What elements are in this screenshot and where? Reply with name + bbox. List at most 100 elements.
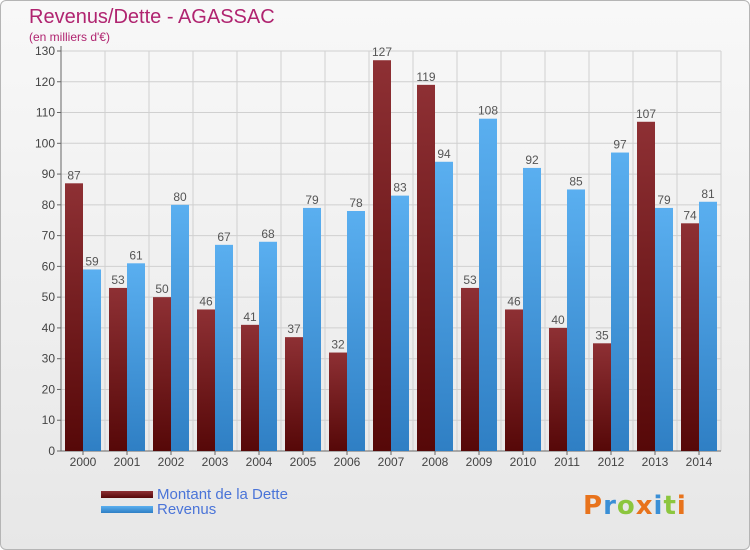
bar-dette bbox=[637, 121, 655, 452]
x-tick-label: 2008 bbox=[422, 455, 449, 469]
x-tick-label: 2014 bbox=[686, 455, 713, 469]
bar-dette bbox=[241, 324, 259, 451]
x-tick-label: 2005 bbox=[290, 455, 317, 469]
x-tick-label: 2000 bbox=[70, 455, 97, 469]
y-tick-label: 60 bbox=[42, 259, 56, 273]
y-tick-label: 50 bbox=[42, 290, 56, 304]
chart-subtitle: (en milliers d'€) bbox=[29, 30, 110, 44]
logo-letter: t bbox=[663, 491, 677, 521]
logo-letter: o bbox=[616, 491, 636, 521]
x-tick-label: 2012 bbox=[598, 455, 625, 469]
bar-revenus bbox=[435, 161, 453, 451]
x-tick-label: 2002 bbox=[158, 455, 185, 469]
bar-dette bbox=[153, 297, 171, 451]
data-label: 108 bbox=[478, 104, 498, 118]
data-label: 92 bbox=[525, 153, 539, 167]
bar-dette bbox=[109, 287, 127, 451]
data-label: 79 bbox=[657, 193, 671, 207]
x-tick-label: 2010 bbox=[510, 455, 537, 469]
y-tick-label: 20 bbox=[42, 382, 56, 396]
data-label: 46 bbox=[507, 294, 521, 308]
data-label: 35 bbox=[595, 328, 609, 342]
data-label: 67 bbox=[217, 230, 231, 244]
chart-title: Revenus/Dette - AGASSAC bbox=[29, 6, 275, 28]
data-label: 40 bbox=[551, 313, 565, 327]
axes: 0 10 20 30 40 50 60 70 80 90 100 110 120 130 2000 2001 2… bbox=[35, 44, 721, 469]
data-label: 85 bbox=[569, 174, 583, 188]
x-tick-label: 2011 bbox=[554, 455, 580, 469]
x-tick-label: 2001 bbox=[114, 455, 141, 469]
x-tick-label: 2007 bbox=[378, 455, 405, 469]
logo-letter: i bbox=[676, 491, 687, 521]
data-label: 53 bbox=[111, 273, 125, 287]
data-label: 46 bbox=[199, 294, 213, 308]
bar-revenus bbox=[479, 118, 497, 451]
data-label: 127 bbox=[372, 45, 392, 59]
y-tick-label: 10 bbox=[42, 413, 56, 427]
logo-letter: i bbox=[653, 491, 664, 521]
x-tick-label: 2006 bbox=[334, 455, 361, 469]
legend-swatch-revenus bbox=[101, 506, 153, 513]
bar-dette bbox=[65, 183, 83, 452]
bar-dette bbox=[593, 343, 611, 451]
y-tick-label: 100 bbox=[35, 136, 55, 150]
legend-swatch-dette bbox=[101, 491, 153, 498]
logo-letter: P bbox=[583, 491, 604, 521]
proxiti-logo: Proxiti bbox=[583, 491, 687, 521]
legend-label-dette: Montant de la Dette bbox=[157, 486, 288, 503]
logo-letter: r bbox=[603, 491, 617, 521]
bar-revenus bbox=[391, 195, 409, 451]
bar-revenus bbox=[127, 263, 145, 451]
data-label: 97 bbox=[613, 138, 627, 152]
x-tick-label: 2013 bbox=[642, 455, 669, 469]
bars bbox=[65, 60, 717, 452]
data-label: 119 bbox=[416, 70, 435, 84]
bar-dette bbox=[373, 60, 391, 451]
bar-revenus bbox=[523, 167, 541, 451]
y-tick-label: 80 bbox=[42, 198, 56, 212]
bar-revenus bbox=[347, 211, 365, 451]
bar-revenus bbox=[567, 189, 585, 451]
data-label: 107 bbox=[636, 107, 656, 121]
x-tick-label: 2009 bbox=[466, 455, 493, 469]
data-label: 59 bbox=[85, 254, 99, 268]
bar-dette bbox=[197, 309, 215, 451]
bar-dette bbox=[505, 309, 523, 451]
data-label: 79 bbox=[305, 193, 319, 207]
data-label: 78 bbox=[349, 196, 363, 210]
bar-revenus bbox=[699, 201, 717, 451]
bar-dette bbox=[285, 337, 303, 451]
data-label: 41 bbox=[243, 310, 257, 324]
bar-dette bbox=[549, 327, 567, 451]
bar-dette bbox=[681, 223, 699, 451]
y-tick-label: 70 bbox=[42, 229, 56, 243]
bar-revenus bbox=[259, 241, 277, 451]
y-tick-label: 30 bbox=[42, 352, 56, 366]
data-label: 37 bbox=[287, 322, 301, 336]
y-tick-label: 40 bbox=[42, 321, 56, 335]
bar-dette bbox=[461, 287, 479, 451]
bar-revenus bbox=[171, 204, 189, 451]
data-label: 80 bbox=[173, 190, 187, 204]
data-label: 61 bbox=[129, 248, 143, 262]
bar-revenus bbox=[655, 207, 673, 451]
data-label: 53 bbox=[463, 273, 477, 287]
y-tick-label: 130 bbox=[35, 44, 55, 58]
bar-revenus bbox=[215, 244, 233, 451]
logo-letter: x bbox=[635, 491, 654, 521]
x-tick-label: 2003 bbox=[202, 455, 229, 469]
data-label: 68 bbox=[261, 227, 275, 241]
x-tick-label: 2004 bbox=[246, 455, 273, 469]
bar-revenus bbox=[83, 269, 101, 451]
y-tick-label: 0 bbox=[48, 444, 55, 458]
bar-revenus bbox=[611, 152, 629, 452]
data-label: 32 bbox=[331, 338, 345, 352]
data-label: 83 bbox=[393, 181, 407, 195]
bar-revenus bbox=[303, 207, 321, 451]
bar-dette bbox=[417, 84, 435, 451]
data-label: 50 bbox=[155, 282, 169, 296]
legend-label-revenus: Revenus bbox=[157, 501, 217, 518]
data-label: 94 bbox=[437, 147, 451, 161]
